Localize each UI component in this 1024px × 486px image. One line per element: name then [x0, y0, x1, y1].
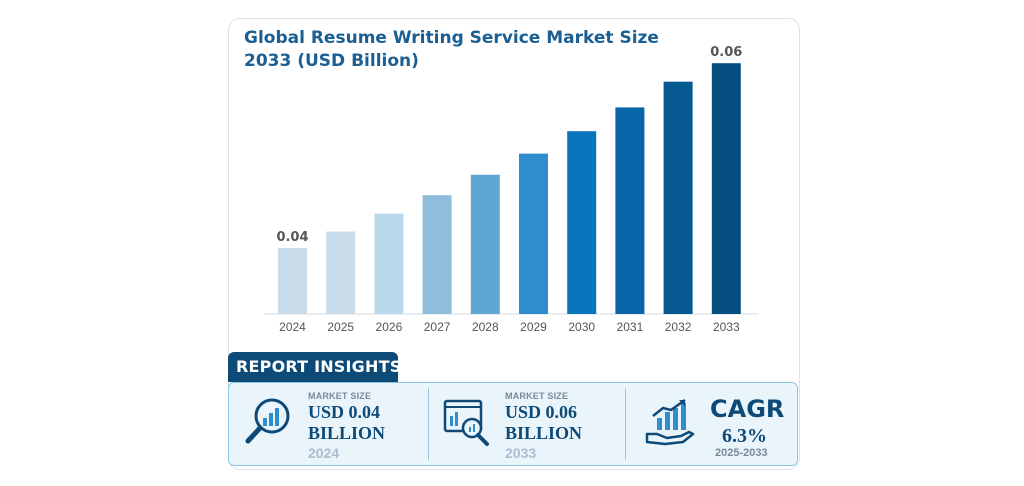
bar-2027	[422, 195, 452, 314]
bar-2026	[374, 213, 404, 314]
x-tick-label: 2031	[617, 320, 644, 334]
market-size-label: MARKET SIZE	[505, 391, 569, 401]
bars-group	[278, 63, 741, 315]
report-insights-heading: REPORT INSIGHTS	[236, 357, 402, 376]
x-tick-label: 2025	[327, 320, 354, 334]
bar-2030	[567, 131, 597, 314]
market-size-label: MARKET SIZE	[308, 391, 372, 401]
market-size-year: 2024	[308, 445, 340, 461]
hand-growth-chart-icon	[645, 398, 695, 446]
bar-2029	[519, 153, 548, 314]
cagr-title: CAGR	[710, 395, 785, 423]
bar-2025	[326, 231, 356, 314]
x-tick-label: 2032	[665, 320, 692, 334]
market-size-value: USD 0.04	[308, 402, 381, 422]
panel-divider	[625, 388, 626, 460]
magnifier-chart-icon	[245, 398, 290, 444]
x-tick-label: 2029	[520, 320, 547, 334]
bar-2031	[615, 107, 645, 314]
x-tick-label: 2027	[424, 320, 451, 334]
market-size-unit: BILLION	[308, 423, 386, 443]
chart-title: Global Resume Writing Service Market Siz…	[244, 28, 659, 71]
x-tick-label: 2033	[713, 320, 740, 334]
market-size-year: 2033	[505, 445, 537, 461]
bar-2028	[470, 174, 500, 314]
x-tick-label: 2026	[376, 320, 403, 334]
x-tick-label: 2028	[472, 320, 499, 334]
data-labels: 0.04 0.06	[276, 45, 742, 245]
bar-2032	[663, 81, 693, 315]
bar-2033	[711, 63, 741, 315]
bar-2024	[278, 248, 307, 314]
cagr-value: 6.3%	[722, 425, 767, 447]
x-tick-label: 2030	[568, 320, 595, 334]
panel-divider	[428, 388, 429, 460]
bar-chart: 2024 2025 2026 2027 2028 2029 2030 2031 2032 2033…	[264, 45, 758, 334]
market-size-value: USD 0.06	[505, 402, 578, 422]
data-label-2024: 0.04	[276, 230, 308, 245]
dashboard-magnifier-icon	[443, 399, 489, 446]
cagr-period: 2025-2033	[715, 447, 768, 459]
x-tick-label: 2024	[279, 320, 306, 334]
data-label-2033: 0.06	[710, 45, 742, 60]
x-tick-labels: 2024 2025 2026 2027 2028 2029 2030 2031 2032 2033	[279, 320, 740, 334]
insights-panel	[228, 382, 798, 466]
market-size-unit: BILLION	[505, 423, 583, 443]
report-insights-tab	[228, 352, 398, 382]
